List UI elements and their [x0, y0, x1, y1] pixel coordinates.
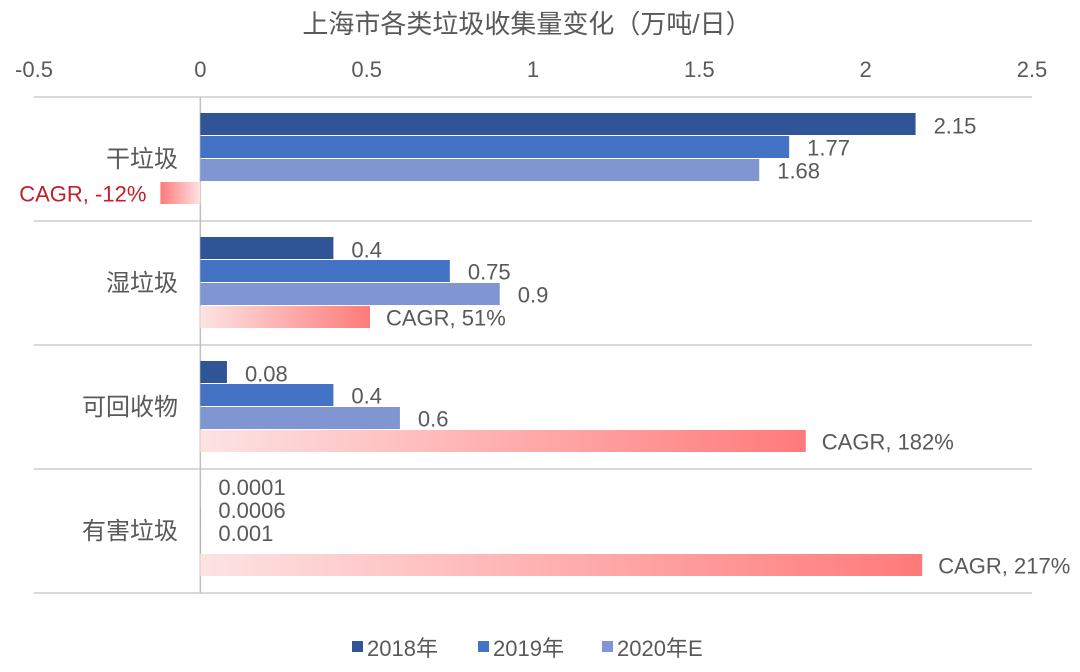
bar [200, 384, 333, 406]
data-label: 0.001 [218, 521, 273, 546]
x-tick-label: 2.5 [1017, 57, 1048, 82]
bar [200, 283, 499, 305]
category-label: 可回收物 [82, 394, 178, 421]
legend-swatch [478, 641, 489, 652]
category-label: 湿垃圾 [106, 270, 178, 297]
chart-title: 上海市各类垃圾收集量变化（万吨/日） [302, 9, 751, 39]
cagr-bar [200, 430, 805, 452]
category-label: 有害垃圾 [82, 518, 178, 545]
data-label: 0.0006 [218, 498, 285, 523]
bar [200, 361, 227, 383]
data-label: 0.4 [351, 384, 382, 409]
data-label: 1.68 [777, 159, 820, 184]
cagr-label: CAGR, 51% [386, 306, 506, 331]
legend-swatch [602, 641, 613, 652]
cagr-label: CAGR, 182% [822, 430, 954, 455]
cagr-bar [200, 554, 922, 576]
data-label: 0.4 [351, 238, 382, 263]
x-tick-label: -0.5 [15, 57, 53, 82]
x-tick-label: 1.5 [684, 57, 715, 82]
cagr-bar [160, 182, 200, 204]
data-label: 0.75 [468, 260, 511, 285]
bar [200, 407, 400, 429]
data-label: 1.77 [807, 136, 850, 161]
data-label: 0.9 [518, 283, 549, 308]
bar [200, 260, 449, 282]
x-tick-label: 1 [527, 57, 539, 82]
bar [200, 237, 333, 259]
legend-label: 2019年 [493, 636, 564, 661]
bar [200, 159, 759, 181]
data-label: 0.08 [245, 362, 288, 387]
cagr-label: CAGR, 217% [938, 554, 1070, 579]
cagr-bar [200, 306, 370, 328]
legend-label: 2020年E [617, 636, 703, 661]
legend-swatch [352, 641, 363, 652]
category-label: 干垃圾 [106, 146, 178, 173]
x-tick-label: 2 [860, 57, 872, 82]
data-label: 0.0001 [218, 475, 285, 500]
data-label: 0.6 [418, 407, 449, 432]
cagr-label: CAGR, -12% [19, 182, 146, 207]
legend-label: 2018年 [367, 636, 438, 661]
data-label: 2.15 [934, 114, 977, 139]
x-tick-label: 0 [194, 57, 206, 82]
bar [200, 136, 789, 158]
x-tick-label: 0.5 [351, 57, 382, 82]
bar [200, 113, 915, 135]
